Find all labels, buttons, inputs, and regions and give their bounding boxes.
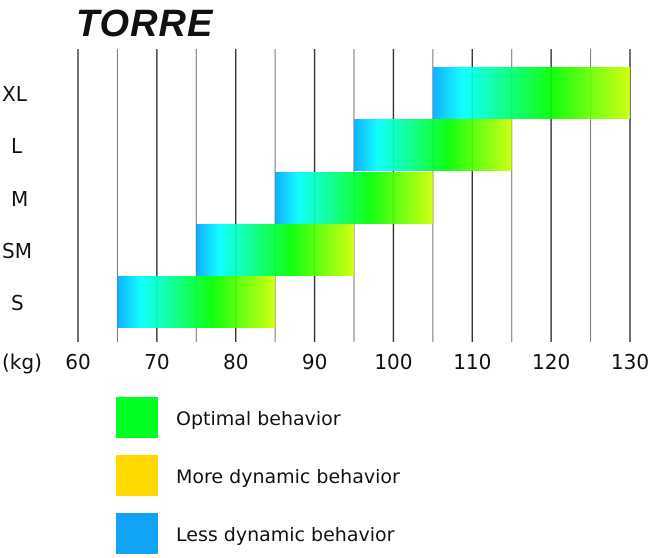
legend-label: Less dynamic behavior bbox=[176, 524, 395, 546]
size-range-bar-s bbox=[117, 276, 276, 328]
x-axis-unit-label: (kg) bbox=[2, 350, 42, 374]
x-tick-label: 110 bbox=[453, 350, 491, 374]
size-label: M bbox=[11, 187, 28, 211]
x-tick-label: 90 bbox=[302, 350, 327, 374]
size-range-bar-m bbox=[275, 172, 433, 224]
legend-label: More dynamic behavior bbox=[176, 466, 400, 488]
x-tick-label: 70 bbox=[144, 350, 169, 374]
x-tick-label: 130 bbox=[611, 350, 649, 374]
legend-label: Optimal behavior bbox=[176, 408, 341, 430]
x-tick-label: 120 bbox=[532, 350, 570, 374]
size-range-bar-sm bbox=[196, 224, 354, 276]
size-label: SM bbox=[2, 239, 32, 263]
legend-swatch bbox=[116, 397, 158, 438]
size-label: L bbox=[11, 134, 23, 158]
size-range-bar-l bbox=[354, 119, 512, 171]
chart-title: TORRE bbox=[76, 3, 214, 45]
size-range-bar-xl bbox=[432, 67, 630, 119]
legend-swatch bbox=[116, 513, 158, 554]
legend-swatch bbox=[116, 455, 158, 496]
x-tick-label: 100 bbox=[374, 350, 412, 374]
size-label: XL bbox=[2, 82, 28, 106]
size-label: S bbox=[11, 291, 24, 315]
x-tick-label: 60 bbox=[65, 350, 90, 374]
x-tick-label: 80 bbox=[223, 350, 248, 374]
